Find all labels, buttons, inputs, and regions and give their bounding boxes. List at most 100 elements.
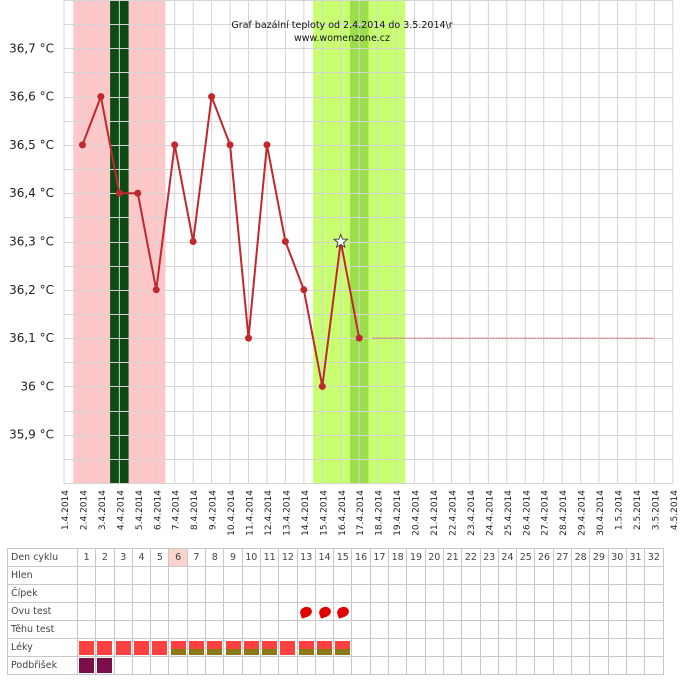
cycle-table-cell[interactable] [644,638,664,657]
cycle-table-cell[interactable] [76,602,97,621]
cycle-table-cell[interactable] [113,566,133,585]
cycle-table-cell[interactable] [259,584,280,603]
cycle-table-cell[interactable] [571,584,591,603]
cycle-table-cell[interactable] [406,620,426,639]
cycle-table-cell[interactable] [461,638,481,657]
cycle-table-cell[interactable] [131,620,152,639]
cycle-table-cell[interactable] [625,620,646,639]
cycle-table-cell[interactable] [223,638,243,657]
cycle-table-cell[interactable] [113,602,133,621]
cycle-table-cell[interactable] [95,602,115,621]
cycle-table-cell[interactable] [644,656,664,675]
cycle-table-cell[interactable] [644,602,664,621]
cycle-table-cell[interactable] [186,656,207,675]
cycle-table-cell[interactable] [95,656,115,675]
cycle-table-cell[interactable] [479,620,499,639]
cycle-table-cell[interactable] [369,602,390,621]
cycle-table-cell[interactable] [186,584,207,603]
cycle-table-cell[interactable] [589,566,609,585]
cycle-table-cell[interactable] [607,584,627,603]
cycle-table-cell[interactable] [296,602,316,621]
cycle-table-cell[interactable] [644,584,664,603]
cycle-table-cell[interactable] [150,566,170,585]
cycle-table-cell[interactable] [95,566,115,585]
cycle-table-cell[interactable] [278,620,298,639]
cycle-table-cell[interactable] [424,566,444,585]
cycle-table-cell[interactable] [424,602,444,621]
cycle-table-cell[interactable] [589,584,609,603]
cycle-table-cell[interactable] [314,620,335,639]
cycle-table-cell[interactable] [607,638,627,657]
cycle-table-cell[interactable] [388,566,408,585]
cycle-table-cell[interactable] [516,656,536,675]
cycle-table-cell[interactable] [516,566,536,585]
cycle-table-cell[interactable] [461,656,481,675]
cycle-table-cell[interactable] [497,638,518,657]
cycle-table-cell[interactable] [150,620,170,639]
cycle-table-cell[interactable] [241,638,261,657]
cycle-table-cell[interactable] [205,566,225,585]
cycle-table-cell[interactable] [625,584,646,603]
cycle-table-cell[interactable] [625,602,646,621]
cycle-table-cell[interactable] [333,620,353,639]
cycle-table-cell[interactable] [552,656,573,675]
cycle-table-cell[interactable] [607,566,627,585]
cycle-table-cell[interactable] [479,602,499,621]
cycle-table-cell[interactable] [534,584,554,603]
cycle-table-cell[interactable] [76,656,97,675]
cycle-table-cell[interactable] [516,620,536,639]
cycle-table-cell[interactable] [186,566,207,585]
cycle-table-cell[interactable] [296,566,316,585]
cycle-table-cell[interactable] [278,656,298,675]
cycle-table-cell[interactable] [406,656,426,675]
cycle-table-cell[interactable] [259,656,280,675]
cycle-table-cell[interactable] [552,566,573,585]
cycle-table-cell[interactable] [351,620,371,639]
cycle-table-cell[interactable] [589,656,609,675]
cycle-table-cell[interactable] [497,566,518,585]
cycle-table-cell[interactable] [223,602,243,621]
cycle-table-cell[interactable] [95,584,115,603]
cycle-table-cell[interactable] [241,656,261,675]
cycle-table-cell[interactable] [571,566,591,585]
cycle-table-cell[interactable] [552,602,573,621]
cycle-table-cell[interactable] [571,656,591,675]
cycle-table-cell[interactable] [607,602,627,621]
cycle-table-cell[interactable] [369,566,390,585]
cycle-table-cell[interactable] [497,656,518,675]
cycle-table-cell[interactable] [589,602,609,621]
cycle-table-cell[interactable] [150,656,170,675]
cycle-table-cell[interactable] [552,638,573,657]
cycle-table-cell[interactable] [223,620,243,639]
cycle-table-cell[interactable] [534,656,554,675]
cycle-table-cell[interactable] [259,638,280,657]
cycle-table-cell[interactable] [442,638,463,657]
cycle-table-cell[interactable] [442,584,463,603]
cycle-table-cell[interactable] [369,620,390,639]
cycle-table-cell[interactable] [497,602,518,621]
cycle-table-cell[interactable] [388,584,408,603]
cycle-table-cell[interactable] [113,584,133,603]
cycle-table-cell[interactable] [259,620,280,639]
cycle-table-cell[interactable] [241,602,261,621]
cycle-table-cell[interactable] [76,566,97,585]
cycle-table-cell[interactable] [424,620,444,639]
cycle-table-cell[interactable] [95,638,115,657]
cycle-table-cell[interactable] [296,656,316,675]
cycle-table-cell[interactable] [278,584,298,603]
cycle-table-cell[interactable] [205,620,225,639]
cycle-table-cell[interactable] [644,620,664,639]
cycle-table-cell[interactable] [497,584,518,603]
cycle-table-cell[interactable] [76,638,97,657]
cycle-table-cell[interactable] [259,602,280,621]
cycle-table-cell[interactable] [314,602,335,621]
cycle-table-cell[interactable] [296,620,316,639]
cycle-table-cell[interactable] [186,620,207,639]
cycle-table-cell[interactable] [369,638,390,657]
cycle-table-cell[interactable] [168,602,188,621]
cycle-table-cell[interactable] [388,656,408,675]
cycle-table-cell[interactable] [150,584,170,603]
cycle-table-cell[interactable] [333,566,353,585]
cycle-table-cell[interactable] [497,620,518,639]
cycle-table-cell[interactable] [479,656,499,675]
